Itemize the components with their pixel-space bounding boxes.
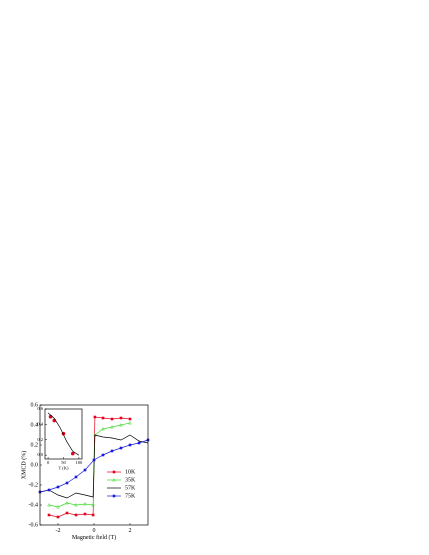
x-axis-label: T (K) xyxy=(58,465,69,470)
marker xyxy=(110,417,114,421)
y-tick-label: 0.2 xyxy=(31,442,39,448)
marker xyxy=(112,470,116,474)
legend-label: 10K xyxy=(125,469,136,475)
marker xyxy=(101,416,105,420)
y-tick-label: 0.4 xyxy=(31,422,39,428)
marker xyxy=(74,513,78,517)
x-tick-label: -2 xyxy=(56,528,61,534)
series-line xyxy=(48,422,131,508)
marker xyxy=(91,502,95,507)
y-tick-label: 0.2 xyxy=(37,437,43,442)
marker xyxy=(128,420,132,425)
legend-label: 75K xyxy=(125,493,136,499)
plot-frame xyxy=(44,408,83,460)
y-tick-label: 0.0 xyxy=(31,462,39,468)
x-tick-label: 100 xyxy=(76,460,84,465)
y-axis-label: XMCD (%) xyxy=(20,451,27,480)
marker xyxy=(112,494,116,498)
x-tick-label: 0 xyxy=(47,460,50,465)
marker xyxy=(128,417,132,421)
marker xyxy=(128,443,132,447)
marker xyxy=(83,468,87,472)
legend-label: 57K xyxy=(125,485,136,491)
y-tick-label: 0.4 xyxy=(37,421,43,426)
marker xyxy=(119,416,123,420)
marker xyxy=(110,424,114,429)
marker xyxy=(47,502,51,507)
y-tick-label: 0.6 xyxy=(37,406,43,411)
marker xyxy=(74,475,78,479)
marker xyxy=(70,451,75,456)
x-axis-label: Magnetic field (T) xyxy=(72,534,116,541)
marker xyxy=(56,485,60,489)
legend-label: 35K xyxy=(125,477,136,483)
y-tick-label: 0.0 xyxy=(37,452,43,457)
series-line xyxy=(47,412,80,456)
marker xyxy=(92,458,96,462)
marker xyxy=(119,446,123,450)
marker xyxy=(65,500,69,505)
marker xyxy=(91,513,95,517)
marker xyxy=(74,502,78,507)
marker xyxy=(101,426,105,431)
x-tick-label: 0 xyxy=(93,528,96,534)
marker xyxy=(65,481,69,485)
y-tick-label: -0.4 xyxy=(29,502,39,508)
series-line xyxy=(39,434,149,499)
plot-frame xyxy=(39,404,149,526)
y-tick-label: -0.2 xyxy=(29,482,39,488)
x-tick-label: 50 xyxy=(61,460,66,465)
y-tick-label: -0.6 xyxy=(29,522,39,528)
marker xyxy=(112,477,116,482)
marker xyxy=(56,515,60,519)
marker xyxy=(83,512,87,516)
marker xyxy=(47,513,51,517)
y-tick-label: 0.6 xyxy=(31,402,39,408)
marker xyxy=(65,511,69,515)
marker xyxy=(137,441,141,445)
marker xyxy=(110,449,114,453)
marker xyxy=(119,422,123,427)
marker xyxy=(56,504,60,509)
marker xyxy=(83,501,87,506)
marker xyxy=(47,488,51,492)
marker xyxy=(101,453,105,457)
marker xyxy=(93,415,97,419)
x-tick-label: 2 xyxy=(129,528,132,534)
